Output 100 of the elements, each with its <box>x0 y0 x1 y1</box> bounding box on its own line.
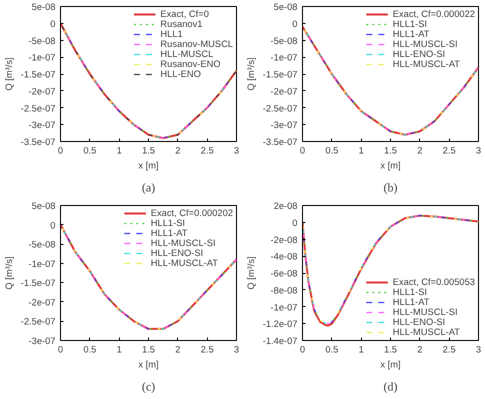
y-tick-label: 0 <box>292 218 298 228</box>
y-tick-label: -1e-07 <box>270 302 298 312</box>
x-tick-label: 0 <box>300 344 306 354</box>
y-tick-label: 0 <box>50 18 56 29</box>
legend-label: Exact, Cf=0.005053 <box>392 277 475 287</box>
y-tick-label: -1e-07 <box>28 52 56 63</box>
x-axis-title: x [m] <box>138 160 159 170</box>
legend-label: HLL-ENO-SI <box>392 317 446 327</box>
legend-label: HLL1 <box>160 29 183 39</box>
x-tick-label: 0.5 <box>325 344 338 354</box>
y-tick-label: -1.5e-07 <box>262 70 298 80</box>
y-tick-label: -6e-08 <box>270 268 298 278</box>
y-tick-label: -2e-07 <box>28 297 56 308</box>
x-axis-title: x [m] <box>380 160 401 170</box>
x-tick-label: 1.5 <box>142 146 155 156</box>
x-tick-label: 1 <box>358 344 364 354</box>
x-tick-label: 2 <box>417 344 422 354</box>
x-tick-label: 3 <box>234 146 240 156</box>
y-tick-label: -2e-07 <box>28 86 56 96</box>
y-tick-label: -3.5e-07 <box>20 137 56 147</box>
y-tick-label: -3e-07 <box>28 120 56 130</box>
x-tick-label: 0 <box>58 344 64 354</box>
y-tick-label: -1.4e-07 <box>262 336 298 346</box>
text: (a) <box>142 180 156 194</box>
legend-label: Rusanov1 <box>160 19 202 29</box>
x-tick-label: 2 <box>417 146 422 156</box>
x-tick-label: 1 <box>116 146 122 156</box>
y-tick-label: 2e-08 <box>274 201 298 211</box>
legend-label: HLL-MUSCL-AT <box>392 327 460 337</box>
x-tick-label: 3 <box>476 146 482 156</box>
legend-label: HLL-MUSCL-SI <box>392 307 458 317</box>
x-tick-label: 2.5 <box>200 146 214 156</box>
y-tick-label: -2.5e-07 <box>20 103 56 114</box>
legend-label: Rusanov-ENO <box>160 59 221 69</box>
x-tick-label: 0.5 <box>83 344 96 354</box>
x-tick-label: 0.5 <box>83 146 96 156</box>
legend-label: HLL-ENO-SI <box>392 49 446 59</box>
legend-label: HLL1-SI <box>392 19 428 29</box>
x-tick-label: 0.5 <box>325 146 338 156</box>
legend-label: Exact, Cf=0.000202 <box>150 208 233 218</box>
x-tick-label: 3 <box>476 344 482 354</box>
y-axis-title: Q [m³/s] <box>4 57 14 91</box>
x-tick-label: 0 <box>300 146 306 156</box>
legend-label: HLL-ENO <box>160 69 201 79</box>
y-tick-label: -3e-07 <box>28 336 56 346</box>
x-axis-title: x [m] <box>380 360 401 370</box>
legend-label: HLL-MUSCL-AT <box>150 258 218 268</box>
y-tick-label: 5e-08 <box>32 201 56 211</box>
x-tick-label: 2 <box>175 146 180 156</box>
text: (d) <box>384 380 398 394</box>
y-tick-label: 0 <box>292 18 298 29</box>
y-tick-label: -8e-08 <box>270 285 298 296</box>
legend-label: Rusanov-MUSCL <box>160 39 233 49</box>
y-tick-label: 5e-08 <box>274 2 298 12</box>
x-axis-title: x [m] <box>138 360 159 370</box>
x-tick-label: 1.5 <box>142 344 155 354</box>
legend-label: HLL-MUSCL <box>160 49 214 59</box>
legend-label: HLL1-SI <box>150 218 186 228</box>
y-tick-label: -1.5e-07 <box>20 70 56 80</box>
legend-label: HLL1-AT <box>392 297 430 307</box>
x-tick-label: 1.5 <box>384 146 397 156</box>
x-tick-label: 1.5 <box>384 344 397 354</box>
legend-label: HLL-ENO-SI <box>150 248 204 258</box>
y-tick-label: -2.5e-07 <box>20 316 56 327</box>
x-tick-label: 2.5 <box>442 146 456 156</box>
legend-label: HLL-MUSCL-SI <box>392 39 458 49</box>
x-tick-label: 2.5 <box>442 344 456 354</box>
text: (c) <box>142 380 156 394</box>
legend-label: HLL-MUSCL-AT <box>392 59 460 69</box>
legend-label: HLL1-AT <box>392 29 430 39</box>
legend-label: Exact, Cf=0.000022 <box>392 9 475 19</box>
x-tick-label: 1 <box>358 146 364 156</box>
y-tick-label: -5e-08 <box>28 36 56 46</box>
y-tick-label: -5e-08 <box>28 240 56 250</box>
y-axis-title: Q [m³/s] <box>246 57 256 91</box>
y-axis-title: Q [m³/s] <box>246 256 256 290</box>
legend-label: Exact, Cf=0 <box>160 9 209 19</box>
legend-label: HLL1-SI <box>392 287 428 297</box>
x-tick-label: 2.5 <box>200 344 214 354</box>
y-tick-label: -5e-08 <box>270 36 298 46</box>
y-tick-label: -1e-07 <box>270 52 298 63</box>
y-tick-label: -2e-08 <box>270 234 298 245</box>
y-tick-label: -3e-07 <box>270 120 298 130</box>
text: (b) <box>384 180 398 194</box>
x-tick-label: 2 <box>175 344 180 354</box>
y-tick-label: -1e-07 <box>28 258 56 269</box>
y-tick-label: -2e-07 <box>270 86 298 96</box>
y-tick-label: 0 <box>50 220 56 230</box>
y-tick-label: -3.5e-07 <box>262 137 298 147</box>
x-tick-label: 3 <box>234 344 240 354</box>
y-tick-label: -2.5e-07 <box>262 103 298 114</box>
y-axis-title: Q [m³/s] <box>4 256 14 290</box>
y-tick-label: 5e-08 <box>32 2 56 12</box>
y-tick-label: -4e-08 <box>270 252 298 262</box>
x-tick-label: 0 <box>58 146 64 156</box>
x-tick-label: 1 <box>116 344 122 354</box>
legend-label: HLL1-AT <box>150 228 188 238</box>
y-tick-label: -1.2e-07 <box>262 319 298 330</box>
legend-label: HLL-MUSCL-SI <box>150 238 216 248</box>
y-tick-label: -1.5e-07 <box>20 278 56 288</box>
